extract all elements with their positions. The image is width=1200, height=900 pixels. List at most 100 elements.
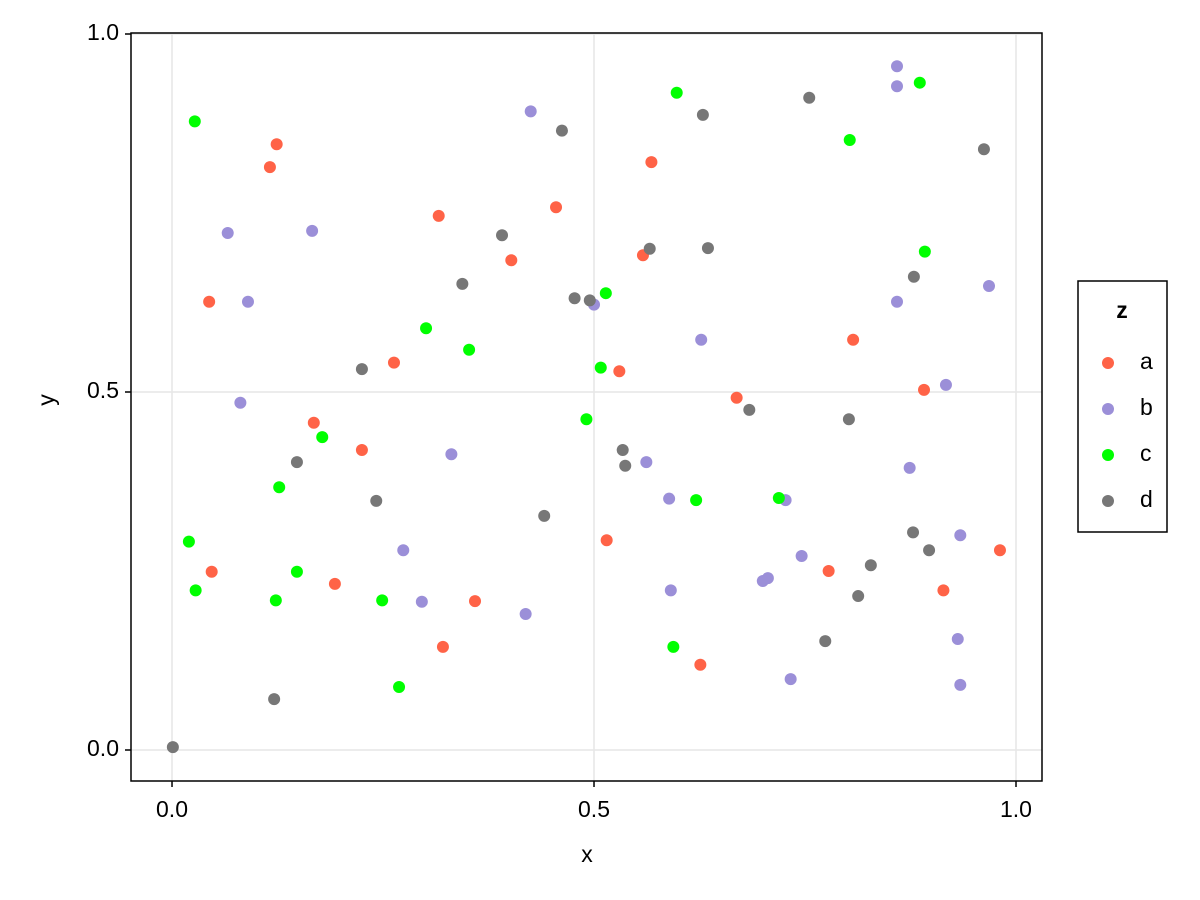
point [803, 91, 816, 104]
legend-label: a [1140, 348, 1153, 374]
point [241, 295, 254, 308]
point [203, 295, 216, 308]
point [939, 378, 952, 391]
point [954, 529, 967, 542]
point [415, 595, 428, 608]
point [643, 242, 656, 255]
point [701, 242, 714, 255]
legend-marker [1102, 357, 1114, 369]
point [694, 658, 707, 671]
point [306, 224, 319, 237]
point [524, 105, 537, 118]
point [189, 584, 202, 597]
point [594, 361, 607, 374]
point [263, 161, 276, 174]
point [316, 431, 329, 444]
point [234, 396, 247, 409]
legend-marker [1102, 449, 1114, 461]
point [505, 254, 518, 267]
point [269, 594, 282, 607]
point [583, 294, 596, 307]
point [951, 633, 964, 646]
point [387, 356, 400, 369]
point [221, 227, 234, 240]
point [420, 322, 433, 335]
point [550, 201, 563, 214]
point [519, 607, 532, 620]
legend-label: d [1140, 486, 1153, 512]
point [864, 559, 877, 572]
point [619, 459, 632, 472]
point [982, 280, 995, 293]
plot-frame [130, 32, 1043, 782]
point [923, 544, 936, 557]
y-axis-label: y [33, 394, 59, 406]
point [977, 143, 990, 156]
point [843, 133, 856, 146]
legend-marker [1102, 403, 1114, 415]
point [456, 277, 469, 290]
point [393, 680, 406, 693]
point [664, 584, 677, 597]
point [270, 138, 283, 151]
points [166, 60, 1006, 754]
point [580, 413, 593, 426]
point [568, 292, 581, 305]
point [445, 448, 458, 461]
point [690, 494, 703, 507]
point [613, 365, 626, 378]
x-axis-label: x [581, 841, 593, 867]
point [538, 509, 551, 522]
point [663, 492, 676, 505]
point [432, 209, 445, 222]
point [645, 156, 658, 169]
point [496, 229, 509, 242]
point [730, 391, 743, 404]
point [355, 443, 368, 456]
grid [131, 33, 1042, 781]
point [205, 565, 218, 578]
point [743, 403, 756, 416]
point [376, 594, 389, 607]
point [852, 590, 865, 603]
point [696, 108, 709, 121]
point [307, 416, 320, 429]
point [842, 413, 855, 426]
point [822, 564, 835, 577]
point [891, 60, 904, 73]
point [182, 535, 195, 548]
point [913, 76, 926, 89]
point [436, 640, 449, 653]
point [795, 549, 808, 562]
point [761, 572, 774, 585]
point [695, 333, 708, 346]
point [600, 534, 613, 547]
point [907, 270, 920, 283]
x-tick-label: 1.0 [1000, 796, 1032, 822]
point [667, 640, 680, 653]
point [918, 245, 931, 258]
point [784, 673, 797, 686]
legend-marker [1102, 495, 1114, 507]
point [918, 383, 931, 396]
point [891, 295, 904, 308]
point [328, 577, 341, 590]
point [268, 693, 281, 706]
y-tick-label: 0.5 [87, 377, 119, 403]
point [616, 443, 629, 456]
point [599, 287, 612, 300]
point [469, 595, 482, 608]
point [355, 363, 368, 376]
y-tick-label: 1.0 [87, 19, 119, 45]
legend-label: c [1140, 440, 1152, 466]
point [670, 86, 683, 99]
point [555, 124, 568, 137]
point [290, 456, 303, 469]
point [954, 678, 967, 691]
x-tick-label: 0.5 [578, 796, 610, 822]
point [993, 544, 1006, 557]
point [819, 635, 832, 648]
point [847, 333, 860, 346]
point [463, 343, 476, 356]
